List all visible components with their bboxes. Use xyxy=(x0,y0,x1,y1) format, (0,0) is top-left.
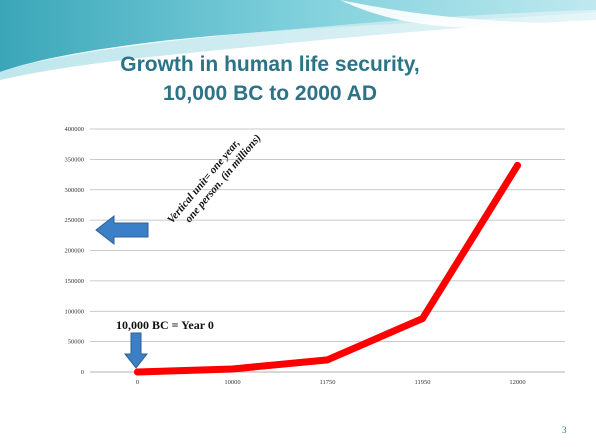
down-arrow-icon xyxy=(123,332,149,369)
y-tick-label: 100000 xyxy=(65,308,85,315)
y-tick-label: 50000 xyxy=(68,339,84,346)
y-tick-label: 250000 xyxy=(65,217,85,224)
y-tick-label: 200000 xyxy=(65,248,85,255)
x-axis-ticks: 0 10000 11750 11950 12000 xyxy=(136,379,526,386)
slide-title-line-1: Growth in human life security, xyxy=(120,53,420,76)
year-zero-annotation: 10,000 BC = Year 0 xyxy=(116,318,214,332)
series-layer xyxy=(134,161,521,376)
x-tick-label: 0 xyxy=(136,379,139,386)
chart-grid xyxy=(90,128,565,342)
vertical-unit-line-1: Vertical unit= one year, xyxy=(165,137,242,226)
data-point xyxy=(229,365,236,373)
y-tick-label: 0 xyxy=(81,369,84,376)
x-tick-label: 11950 xyxy=(414,379,430,386)
x-tick-label: 12000 xyxy=(509,379,525,386)
data-point xyxy=(419,315,426,323)
data-point xyxy=(514,161,521,169)
y-tick-label: 400000 xyxy=(65,126,85,133)
data-point xyxy=(324,356,331,364)
y-tick-label: 300000 xyxy=(65,187,85,194)
left-arrow-icon xyxy=(95,214,149,246)
x-tick-label: 10000 xyxy=(224,379,240,386)
vertical-unit-annotation: Vertical unit= one year, one person. (in… xyxy=(165,132,264,226)
header-swoosh-decoration xyxy=(0,0,596,80)
down-arrow-annotation xyxy=(123,332,149,369)
slide-title-line-2: 10,000 BC to 2000 AD xyxy=(163,82,377,105)
y-tick-label: 350000 xyxy=(65,156,85,163)
y-axis-ticks: 0 50000 100000 150000 200000 250000 300000 3500… xyxy=(65,126,85,376)
left-arrow-annotation xyxy=(95,214,149,246)
data-point xyxy=(134,368,141,376)
vertical-unit-line-2: one person. (in millions) xyxy=(183,132,264,225)
y-tick-label: 150000 xyxy=(65,278,85,285)
slide-title: Growth in human life security, 10,000 BC… xyxy=(60,50,480,108)
slide-number: 3 xyxy=(562,425,567,435)
x-tick-label: 11750 xyxy=(319,379,335,386)
